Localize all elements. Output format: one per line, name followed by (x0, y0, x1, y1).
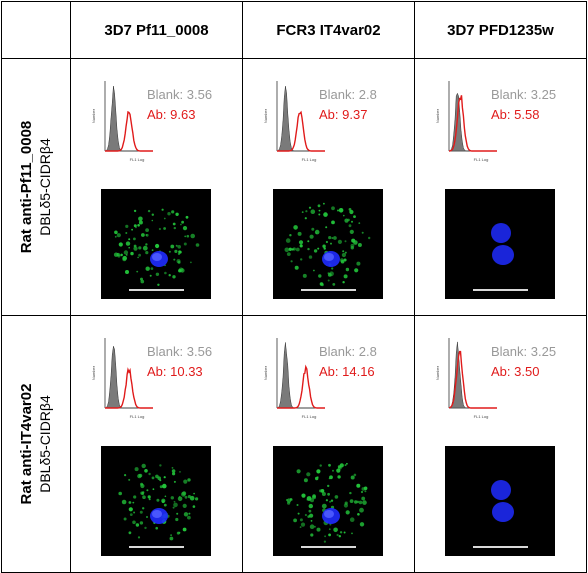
immunofluorescence-image (273, 189, 383, 299)
flow-histogram: Number FL1 Log (263, 338, 325, 419)
row-header-2: Rat anti-IT4var02 DBLδ5-CIDRβ4 (1, 315, 71, 573)
column-header-2: FCR3 IT4var02 (242, 1, 415, 59)
scale-bar (129, 546, 184, 548)
panel-r2-c2: Number FL1 Log Blank: 2.8 Ab: 14.16 (242, 315, 415, 573)
y-axis-label: Number (435, 108, 440, 123)
blank-mfi-value: Blank: 2.8 (319, 87, 377, 102)
scale-bar (129, 289, 184, 291)
blank-mfi-value: Blank: 3.56 (147, 344, 213, 359)
column-header-3: 3D7 PFD1235w (414, 1, 587, 59)
antibody-mfi-value: Ab: 5.58 (491, 107, 540, 122)
blank-mfi-value: Blank: 2.8 (319, 344, 377, 359)
blank-histogram (104, 85, 153, 152)
antibody-mfi-value: Ab: 14.16 (319, 364, 375, 379)
panel-r2-c1: Number FL1 Log Blank: 3.56 Ab: 10.33 (70, 315, 243, 573)
row-label-primary: Rat anti-Pf11_0008 (18, 120, 35, 254)
y-axis-label: Number (91, 108, 96, 123)
panel-r2-c3: Number FL1 Log Blank: 3.25 Ab: 3.50 (414, 315, 587, 573)
panel-r1-c2: Number FL1 Log Blank: 2.8 Ab: 9.37 (242, 58, 415, 316)
antibody-histogram (277, 110, 325, 152)
flow-histogram: Number FL1 Log (91, 81, 153, 162)
x-axis-label: FL1 Log (130, 414, 145, 419)
scale-bar (301, 546, 356, 548)
scale-bar (473, 289, 528, 291)
blank-mfi-value: Blank: 3.56 (147, 87, 213, 102)
panel-r1-c3: Number FL1 Log Blank: 3.25 Ab: 5.58 (414, 58, 587, 316)
row-label-secondary: DBLδ5-CIDRβ4 (37, 138, 53, 236)
y-axis-label: Number (435, 365, 440, 380)
blank-histogram (448, 92, 497, 152)
antibody-mfi-value: Ab: 10.33 (147, 364, 203, 379)
row-label-secondary: DBLδ5-CIDRβ4 (37, 395, 53, 493)
y-axis-label: Number (91, 365, 96, 380)
row-header-1: Rat anti-Pf11_0008 DBLδ5-CIDRβ4 (1, 58, 71, 316)
blank-histogram (104, 346, 153, 409)
blank-mfi-value: Blank: 3.25 (491, 344, 557, 359)
flow-histogram: Number FL1 Log (435, 338, 497, 419)
flow-histogram: Number FL1 Log (435, 81, 497, 162)
antibody-histogram (448, 95, 497, 152)
immunofluorescence-image (273, 446, 383, 556)
x-axis-label: FL1 Log (302, 157, 317, 162)
flow-histogram: Number FL1 Log (263, 81, 325, 162)
x-axis-label: FL1 Log (474, 157, 489, 162)
x-axis-label: FL1 Log (474, 414, 489, 419)
antibody-mfi-value: Ab: 9.37 (319, 107, 368, 122)
antibody-histogram (448, 350, 497, 409)
y-axis-label: Number (263, 108, 268, 123)
corner-cell (1, 1, 71, 59)
antibody-histogram (277, 364, 325, 409)
immunofluorescence-image (101, 189, 211, 299)
panel-r1-c1: Number FL1 Log Blank: 3.56 Ab: 9.63 (70, 58, 243, 316)
column-header-1: 3D7 Pf11_0008 (70, 1, 243, 59)
x-axis-label: FL1 Log (130, 157, 145, 162)
immunofluorescence-image (101, 446, 211, 556)
scale-bar (473, 546, 528, 548)
antibody-mfi-value: Ab: 3.50 (491, 364, 540, 379)
row-label-primary: Rat anti-IT4var02 (18, 383, 35, 505)
x-axis-label: FL1 Log (302, 414, 317, 419)
flow-histogram: Number FL1 Log (91, 338, 153, 419)
scale-bar (301, 289, 356, 291)
blank-mfi-value: Blank: 3.25 (491, 87, 557, 102)
immunofluorescence-image (445, 446, 555, 556)
antibody-histogram (105, 367, 153, 409)
y-axis-label: Number (263, 365, 268, 380)
immunofluorescence-image (445, 189, 555, 299)
antibody-histogram (105, 110, 153, 152)
blank-histogram (276, 86, 325, 152)
antibody-mfi-value: Ab: 9.63 (147, 107, 196, 122)
